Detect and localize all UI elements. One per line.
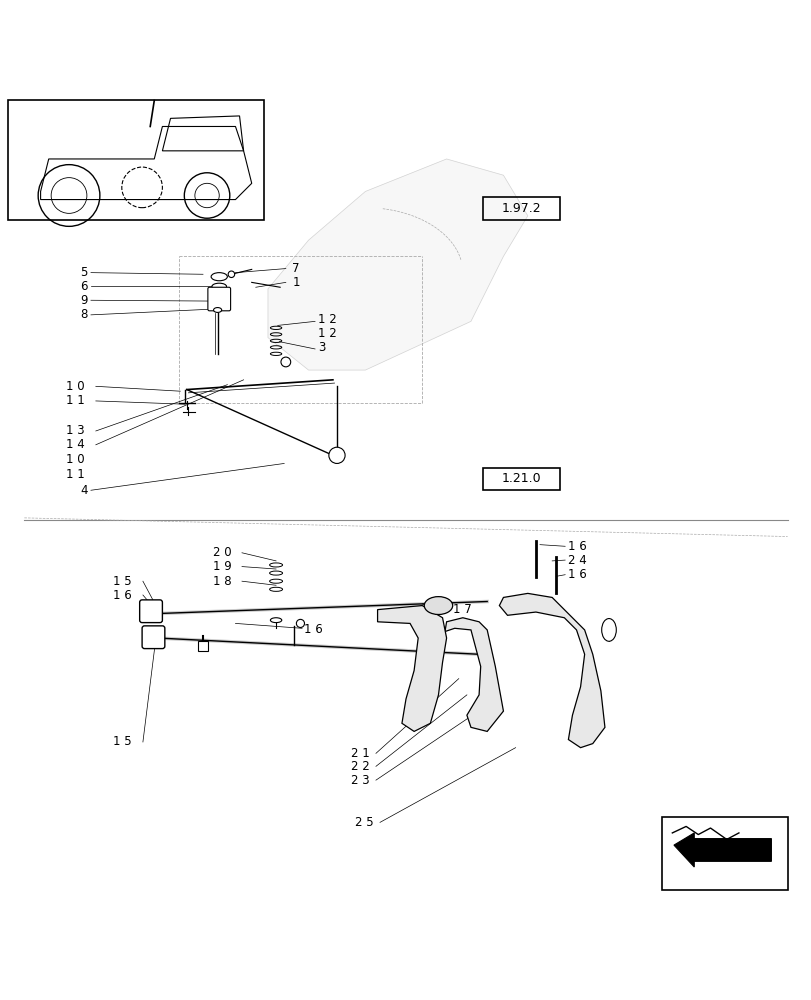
Text: 4: 4 <box>80 484 88 497</box>
Polygon shape <box>268 159 527 370</box>
Text: 1 1: 1 1 <box>66 394 84 407</box>
Circle shape <box>281 357 290 367</box>
Bar <box>483 197 560 220</box>
Text: 1 7: 1 7 <box>453 603 471 616</box>
Text: 2 1: 2 1 <box>350 747 369 760</box>
Text: 1 3: 1 3 <box>66 424 84 437</box>
Text: 2 3: 2 3 <box>350 774 369 787</box>
Bar <box>8 100 264 220</box>
Text: 1 0: 1 0 <box>66 453 84 466</box>
Polygon shape <box>377 606 446 731</box>
Text: 6: 6 <box>80 280 88 293</box>
Text: 1 0: 1 0 <box>66 380 84 393</box>
Text: 2 0: 2 0 <box>212 546 231 559</box>
Text: 1 6: 1 6 <box>304 623 323 636</box>
Polygon shape <box>444 618 503 731</box>
FancyBboxPatch shape <box>142 626 165 649</box>
Polygon shape <box>673 833 770 867</box>
Circle shape <box>228 271 234 278</box>
Text: 8: 8 <box>80 308 88 321</box>
Text: 1 9: 1 9 <box>212 560 231 573</box>
Ellipse shape <box>270 618 281 623</box>
Ellipse shape <box>423 597 453 614</box>
Text: 1 5: 1 5 <box>113 735 131 748</box>
Ellipse shape <box>211 273 227 281</box>
Text: 1 4: 1 4 <box>66 438 84 451</box>
Ellipse shape <box>213 308 221 312</box>
Text: 1: 1 <box>292 276 299 289</box>
Bar <box>661 817 787 890</box>
Text: 1.97.2: 1.97.2 <box>501 202 541 215</box>
Text: 2 5: 2 5 <box>354 816 373 829</box>
Bar <box>483 468 560 490</box>
Text: 9: 9 <box>80 294 88 307</box>
Text: 1 6: 1 6 <box>113 589 131 602</box>
Polygon shape <box>499 593 604 748</box>
FancyBboxPatch shape <box>139 600 162 623</box>
Bar <box>198 641 208 651</box>
Text: 2 2: 2 2 <box>350 760 369 773</box>
Text: 1 5: 1 5 <box>113 575 131 588</box>
Circle shape <box>328 447 345 463</box>
FancyBboxPatch shape <box>208 287 230 311</box>
Text: 1 8: 1 8 <box>212 575 231 588</box>
Text: 1 6: 1 6 <box>568 568 586 581</box>
Ellipse shape <box>212 283 226 290</box>
Text: 1 2: 1 2 <box>318 327 337 340</box>
Text: 3: 3 <box>318 341 325 354</box>
Text: 5: 5 <box>80 266 88 279</box>
Circle shape <box>296 619 304 627</box>
Text: 1 2: 1 2 <box>318 313 337 326</box>
Text: 2 4: 2 4 <box>568 554 586 567</box>
Text: 1 1: 1 1 <box>66 468 84 481</box>
Text: 7: 7 <box>292 262 299 275</box>
Text: 1.21.0: 1.21.0 <box>501 472 541 485</box>
Ellipse shape <box>601 619 616 641</box>
Text: 1 6: 1 6 <box>568 540 586 553</box>
